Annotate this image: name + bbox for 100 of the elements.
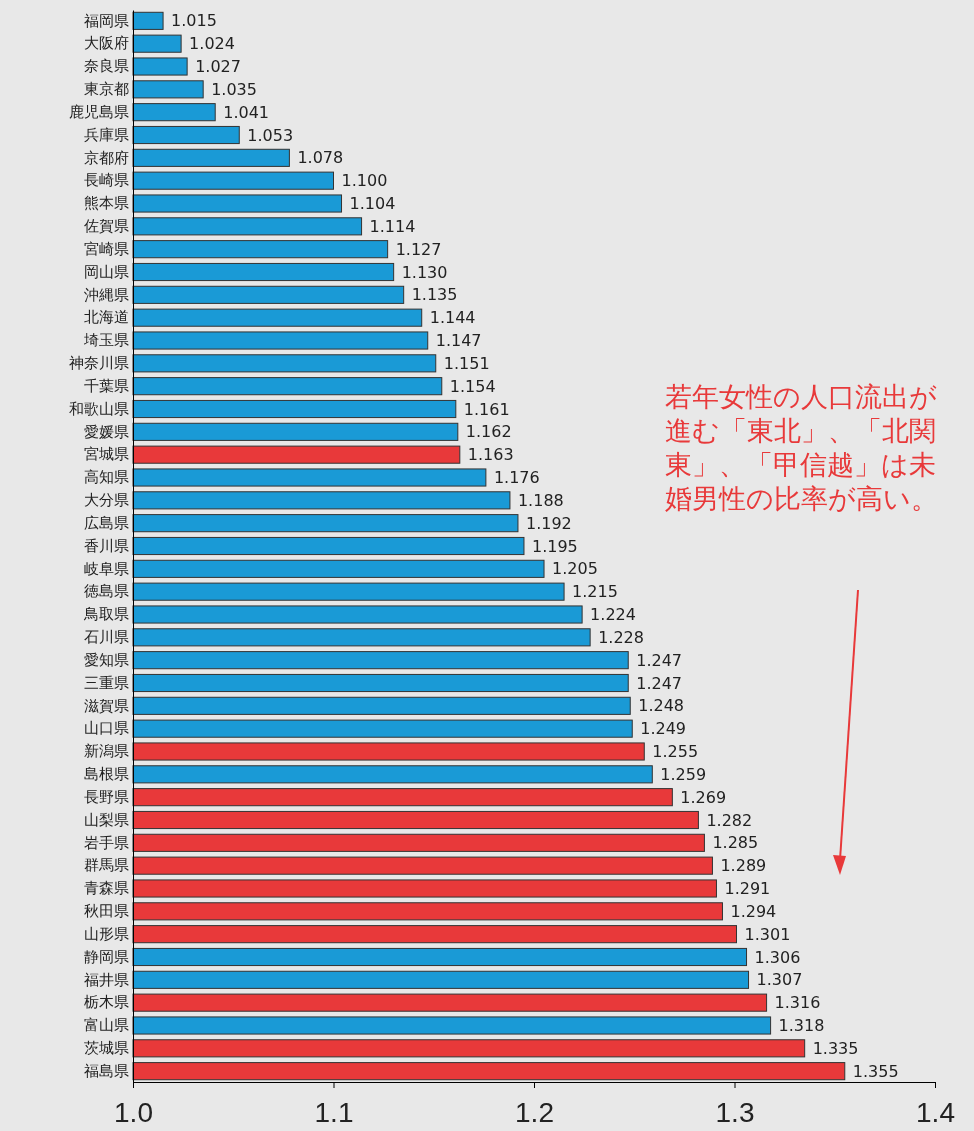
y-tick-label: 京都府 — [84, 148, 129, 166]
y-tick-label: 島根県 — [84, 765, 129, 783]
data-label: 1.015 — [171, 11, 217, 31]
y-tick-label: 秋田県 — [84, 902, 129, 920]
y-tick-label: 佐賀県 — [84, 217, 129, 235]
y-tick-label: 鳥取県 — [83, 605, 129, 623]
y-tick-label: 鹿児島県 — [69, 102, 129, 120]
y-tick-label: 大阪府 — [84, 34, 129, 52]
x-tick-label: 1.4 — [916, 1096, 955, 1128]
y-tick-label: 青森県 — [84, 879, 129, 897]
y-tick-label: 香川県 — [84, 536, 129, 554]
y-tick-label: 愛知県 — [84, 650, 129, 668]
data-label: 1.248 — [638, 696, 685, 716]
y-tick-label: 埼玉県 — [83, 331, 129, 349]
data-label: 1.249 — [640, 719, 687, 739]
data-label: 1.135 — [411, 285, 458, 305]
data-label: 1.318 — [778, 1016, 825, 1036]
y-tick-label: 千葉県 — [84, 376, 129, 394]
y-tick-label: 岩手県 — [84, 833, 129, 851]
data-label: 1.306 — [754, 947, 801, 967]
y-tick-label: 山形県 — [84, 924, 129, 942]
y-tick-label: 長野県 — [84, 787, 129, 805]
data-label: 1.104 — [349, 194, 396, 214]
y-tick-label: 和歌山県 — [69, 399, 129, 417]
y-tick-label: 滋賀県 — [84, 696, 129, 714]
data-label: 1.195 — [531, 536, 578, 556]
data-label: 1.316 — [774, 993, 821, 1013]
y-tick-label: 石川県 — [84, 628, 129, 646]
y-tick-label: 兵庫県 — [84, 125, 129, 143]
x-tick-label: 1.2 — [515, 1096, 554, 1128]
y-tick-label: 東京都 — [84, 80, 129, 98]
data-label: 1.335 — [812, 1038, 859, 1058]
y-tick-label: 三重県 — [84, 673, 129, 691]
data-label: 1.027 — [195, 57, 241, 77]
data-label: 1.161 — [463, 399, 510, 419]
y-tick-label: 新潟県 — [84, 742, 129, 760]
data-label: 1.291 — [724, 879, 771, 899]
data-label: 1.078 — [297, 148, 344, 168]
data-label: 1.163 — [467, 445, 514, 465]
y-tick-label: 岡山県 — [84, 262, 129, 280]
data-label: 1.176 — [493, 468, 540, 488]
annotation: 若年女性の人口流出が進む「東北」、「北関東」、「甲信越」は未婚男性の比率が高い。 — [665, 380, 939, 516]
data-label: 1.205 — [552, 559, 598, 579]
y-tick-label: 岐阜県 — [84, 559, 129, 577]
data-label: 1.255 — [652, 742, 699, 762]
y-tick-label: 富山県 — [84, 1016, 129, 1034]
data-label: 1.024 — [189, 34, 235, 54]
data-label: 1.228 — [598, 627, 644, 647]
y-tick-label: 福井県 — [84, 970, 129, 988]
data-label: 1.144 — [429, 308, 476, 328]
x-tick-label: 1.3 — [715, 1096, 755, 1128]
data-label: 1.100 — [341, 171, 388, 191]
y-tick-label: 沖縄県 — [84, 285, 129, 303]
x-tick-label: 1.1 — [314, 1096, 354, 1128]
y-tick-label: 長崎県 — [84, 171, 129, 189]
data-label: 1.247 — [636, 650, 683, 670]
data-label: 1.162 — [465, 422, 512, 442]
y-tick-label: 群馬県 — [84, 856, 129, 874]
data-label: 1.247 — [636, 673, 683, 693]
y-tick-label: 愛媛県 — [84, 422, 129, 440]
data-label: 1.289 — [720, 856, 767, 876]
data-label: 1.154 — [449, 376, 496, 396]
data-label: 1.285 — [712, 833, 759, 853]
data-label: 1.269 — [680, 787, 727, 807]
y-tick-label: 高知県 — [84, 468, 129, 486]
data-label: 1.307 — [756, 970, 803, 990]
data-label: 1.224 — [590, 605, 636, 625]
y-tick-label: 福岡県 — [84, 11, 129, 29]
y-tick-label: 静岡県 — [84, 947, 129, 965]
y-tick-label: 宮城県 — [84, 445, 129, 463]
y-tick-label: 茨城県 — [84, 1039, 129, 1057]
data-label: 1.294 — [730, 901, 777, 921]
y-tick-label: 奈良県 — [84, 57, 129, 75]
y-tick-label: 栃木県 — [84, 993, 129, 1011]
data-label: 1.301 — [744, 924, 791, 944]
data-label: 1.114 — [369, 216, 416, 236]
data-label: 1.282 — [706, 810, 753, 830]
data-label: 1.192 — [525, 513, 572, 533]
y-tick-label: 徳島県 — [84, 582, 129, 600]
data-label: 1.355 — [852, 1061, 899, 1081]
data-label: 1.215 — [572, 582, 618, 602]
y-tick-label: 山梨県 — [84, 810, 129, 828]
data-label: 1.053 — [247, 125, 294, 145]
x-tick-label: 1.0 — [114, 1096, 153, 1128]
data-label: 1.041 — [223, 102, 270, 122]
data-label: 1.035 — [211, 79, 257, 99]
y-tick-label: 北海道 — [84, 308, 129, 326]
y-tick-label: 福島県 — [84, 1061, 129, 1079]
data-label: 1.127 — [395, 239, 442, 259]
data-label: 1.259 — [660, 764, 707, 784]
y-tick-label: 神奈川県 — [69, 354, 129, 372]
y-tick-label: 広島県 — [84, 513, 129, 531]
data-label: 1.147 — [435, 331, 482, 351]
data-label: 1.151 — [443, 353, 490, 373]
data-label: 1.130 — [401, 262, 448, 282]
y-tick-label: 熊本県 — [84, 194, 129, 212]
y-tick-label: 山口県 — [84, 719, 129, 737]
data-label: 1.188 — [517, 490, 564, 510]
y-tick-label: 宮崎県 — [84, 239, 129, 257]
y-tick-label: 大分県 — [84, 491, 129, 509]
